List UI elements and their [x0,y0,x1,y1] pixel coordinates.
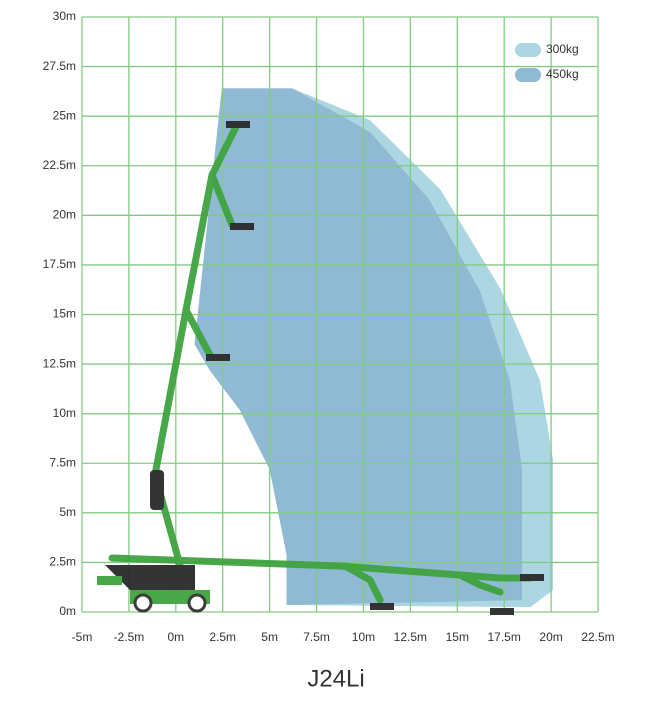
areas [194,88,553,608]
legend-label: 450kg [546,67,579,81]
y-tick-label: 17.5m [43,257,76,271]
x-tick-label: 20m [539,630,562,644]
x-tick-label: 12.5m [394,630,427,644]
machine [97,121,544,615]
y-tick-label: 15m [53,307,76,321]
chart-title: J24Li [307,665,364,692]
legend-swatch [515,43,541,57]
range-area [194,88,523,606]
counterweight [97,576,122,585]
jib-top [208,171,236,229]
y-tick-label: 25m [53,108,76,122]
platform [520,574,544,581]
y-tick-label: 27.5m [43,59,76,73]
x-tick-label: 10m [352,630,375,644]
wheel [187,593,207,613]
jib-low [456,571,504,596]
x-tick-label: 0m [167,630,184,644]
platform [370,603,394,610]
y-tick-label: 20m [53,208,76,222]
x-tick-label: 7.5m [303,630,330,644]
x-tick-label: 22.5m [581,630,614,644]
y-tick-label: 12.5m [43,356,76,370]
y-tick-label: 0m [59,604,76,618]
x-tick-label: 5m [261,630,278,644]
labels: 0m 2.5m 5m 7.5m 10m 12.5m 15m 17.5m 20m 22.5m 25m 2… [43,9,615,644]
platform [206,354,230,361]
legend-label: 300kg [546,42,579,56]
x-tick-label: -2.5m [114,630,145,644]
y-tick-label: 7.5m [49,455,76,469]
x-tick-label: -5m [72,630,93,644]
mast [150,470,164,510]
platform [230,223,254,230]
platform [226,121,250,128]
y-tick-label: 5m [59,505,76,519]
jib-mid [341,562,384,604]
y-tick-label: 2.5m [49,555,76,569]
grid [81,16,599,613]
vertical-boom [151,121,241,569]
y-tick-label: 10m [53,406,76,420]
y-tick-label: 30m [53,9,76,23]
x-tick-label: 15m [446,630,469,644]
x-tick-label: 2.5m [209,630,236,644]
wheel [133,593,153,613]
legend-swatch [515,68,541,82]
x-tick-label: 17.5m [488,630,521,644]
platform [490,608,514,615]
chassis [105,565,195,590]
jib-lower [182,306,214,359]
y-tick-label: 22.5m [43,158,76,172]
